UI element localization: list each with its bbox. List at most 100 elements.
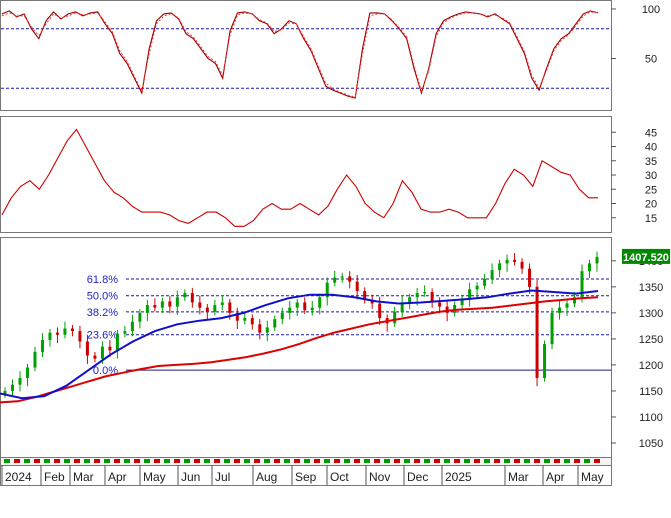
volume-bar	[44, 459, 50, 463]
date-tick-label-15: May	[581, 470, 604, 484]
volume-bar	[14, 459, 20, 463]
price-tick-label-5: 1150	[639, 386, 663, 398]
volume-bar	[434, 459, 440, 463]
date-tick-label-7: Aug	[256, 470, 277, 484]
candle-body	[505, 259, 509, 264]
volume-bar	[64, 459, 70, 463]
volume-bar	[534, 459, 540, 463]
candle-body	[325, 282, 329, 298]
candle-body	[63, 328, 67, 335]
price-tick-label-7: 1050	[639, 438, 663, 450]
candle-body	[183, 293, 187, 298]
volume-bar	[184, 459, 190, 463]
volume-bar	[474, 459, 480, 463]
price-tick-label-2: 1300	[639, 308, 663, 320]
candle-body	[310, 307, 314, 311]
volume-bar	[464, 459, 470, 463]
volume-bar	[274, 459, 280, 463]
candle-body	[205, 307, 209, 312]
candle-body	[550, 312, 554, 345]
volume-bar	[524, 459, 530, 463]
fib-label-2: 38.2%	[87, 307, 118, 319]
volume-bar	[254, 459, 260, 463]
candle-body	[348, 276, 352, 282]
candle-body	[153, 305, 157, 308]
candle-body	[445, 306, 449, 313]
volume-bar	[34, 459, 40, 463]
candle-body	[190, 293, 194, 303]
price-tick-label-1: 1350	[639, 282, 663, 294]
candle-body	[138, 312, 142, 322]
volume-bar	[544, 459, 550, 463]
volume-bar	[324, 459, 330, 463]
volume-bar	[444, 459, 450, 463]
volume-bar	[334, 459, 340, 463]
candle-body	[25, 367, 29, 378]
volume-bar	[454, 459, 460, 463]
candle-body	[528, 268, 532, 287]
volume-bar	[124, 459, 130, 463]
volume-bar	[514, 459, 520, 463]
candle-body	[258, 324, 262, 333]
volume-bar	[394, 459, 400, 463]
oscillator-tick-label-0: 100	[642, 4, 660, 16]
volume-bar	[114, 459, 120, 463]
volume-bar	[304, 459, 310, 463]
volume-bar	[134, 459, 140, 463]
candle-body	[460, 299, 464, 306]
date-tick-label-11: Dec	[407, 470, 428, 484]
volume-bar	[344, 459, 350, 463]
price-tick-label-3: 1250	[639, 334, 663, 346]
price-tick-label-4: 1200	[639, 360, 663, 372]
adx-line	[1, 128, 598, 227]
candle-body	[340, 276, 344, 278]
candle-body	[408, 297, 412, 303]
volume-bar	[264, 459, 270, 463]
oscillator-d-line	[1, 11, 599, 98]
candle-body	[468, 289, 472, 300]
volume-bar	[504, 459, 510, 463]
candle-body	[400, 302, 404, 312]
candle-body	[498, 263, 502, 271]
volume-bar	[364, 459, 370, 463]
candle-body	[198, 302, 202, 308]
volume-bar	[384, 459, 390, 463]
date-tick-label-0: 2024	[5, 470, 32, 484]
candle-body	[33, 351, 37, 368]
adx-tick-label-0: 45	[645, 127, 657, 139]
volume-bar	[234, 459, 240, 463]
candle-body	[250, 318, 254, 325]
candle-body	[535, 286, 539, 378]
volume-bar	[154, 459, 160, 463]
volume-bar	[174, 459, 180, 463]
volume-bar	[94, 459, 100, 463]
price-tick-label-6: 1100	[639, 412, 663, 424]
candle-body	[543, 344, 547, 378]
candle-body	[168, 301, 172, 307]
volume-bar	[24, 459, 30, 463]
candle-body	[228, 302, 232, 313]
candle-body	[303, 302, 307, 311]
adx-tick-label-3: 30	[645, 170, 657, 182]
candle-body	[265, 327, 269, 333]
date-tick-label-10: Nov	[369, 470, 390, 484]
volume-bar	[74, 459, 80, 463]
candle-body	[475, 285, 479, 290]
candle-body	[10, 384, 14, 391]
volume-bar	[554, 459, 560, 463]
oscillator-panel	[0, 0, 612, 111]
candle-body	[160, 301, 164, 308]
candle-body	[333, 277, 337, 283]
candle-body	[295, 302, 299, 308]
date-tick-label-4: May	[143, 470, 166, 484]
adx-panel	[0, 116, 612, 233]
date-tick-label-2: Mar	[73, 470, 94, 484]
candle-body	[288, 307, 292, 313]
candle-body	[70, 328, 74, 332]
fib-label-0: 61.8%	[87, 274, 118, 286]
last-value-badge	[622, 248, 670, 264]
candle-body	[558, 307, 562, 313]
candle-body	[280, 312, 284, 320]
